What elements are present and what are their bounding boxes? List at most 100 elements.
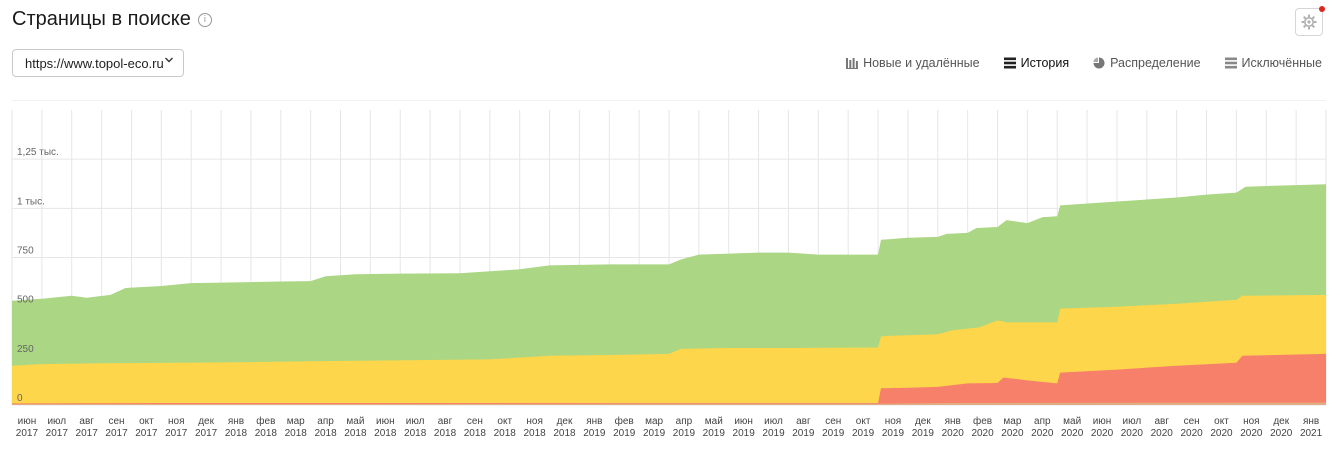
- x-tick-month-label: фев: [973, 415, 992, 427]
- x-tick-year-label: 2020: [1121, 428, 1144, 439]
- area-series-red: [12, 353, 1326, 405]
- x-tick-year-label: 2018: [344, 428, 367, 439]
- info-icon[interactable]: i: [197, 12, 212, 27]
- x-tick-year-label: 2017: [135, 428, 158, 439]
- page-title-text: Страницы в поиске: [12, 8, 191, 30]
- x-tick-month-label: мар: [1003, 416, 1021, 427]
- x-tick-year-label: 2018: [225, 428, 248, 439]
- y-tick-label: 0: [17, 393, 23, 404]
- tab-history-label: История: [1020, 56, 1070, 70]
- x-tick-year-label: 2017: [46, 428, 69, 439]
- x-tick-year-label: 2017: [165, 428, 188, 439]
- x-tick-year-label: 2018: [314, 428, 337, 439]
- x-tick-year-label: 2017: [76, 428, 99, 439]
- x-tick-month-label: авг: [1154, 416, 1169, 427]
- x-tick-month-label: дек: [1273, 416, 1289, 427]
- x-tick-year-label: 2019: [852, 428, 875, 439]
- x-tick-month-label: май: [1063, 416, 1081, 427]
- tab-excluded[interactable]: Исключённые: [1224, 56, 1322, 70]
- x-tick-month-label: авг: [796, 416, 811, 427]
- x-tick-year-label: 2017: [105, 428, 128, 439]
- x-tick-year-label: 2019: [733, 428, 756, 439]
- x-tick-year-label: 2018: [255, 428, 278, 439]
- x-tick-month-label: авг: [438, 416, 453, 427]
- x-tick-year-label: 2018: [553, 428, 576, 439]
- layers-icon: [1224, 57, 1237, 69]
- x-tick-year-label: 2020: [1180, 428, 1203, 439]
- x-tick-year-label: 2020: [1001, 428, 1024, 439]
- x-tick-year-label: 2018: [285, 428, 308, 439]
- x-tick-year-label: 2019: [643, 428, 666, 439]
- x-tick-month-label: сен: [825, 416, 841, 427]
- x-tick-year-label: 2021: [1300, 428, 1323, 439]
- x-tick-month-label: окт: [139, 416, 154, 427]
- x-tick-year-label: 2018: [464, 428, 487, 439]
- y-tick-label: 500: [17, 295, 34, 306]
- site-select[interactable]: https://www.topol-eco.ru: [12, 49, 184, 77]
- x-tick-year-label: 2020: [1210, 428, 1233, 439]
- x-tick-year-label: 2020: [1031, 428, 1054, 439]
- x-tick-month-label: апр: [676, 416, 693, 427]
- x-tick-month-label: окт: [856, 416, 871, 427]
- x-tick-year-label: 2019: [613, 428, 636, 439]
- tab-new-removed[interactable]: Новые и удалённые: [846, 56, 980, 70]
- x-tick-year-label: 2018: [404, 428, 427, 439]
- area-series-brown: [12, 402, 1326, 405]
- x-tick-month-label: июн: [734, 416, 753, 427]
- chevron-down-icon: [164, 54, 174, 68]
- y-tick-label: 250: [17, 344, 34, 355]
- gear-icon: [1301, 14, 1317, 30]
- x-tick-month-label: янв: [1303, 416, 1319, 427]
- x-tick-month-label: май: [705, 416, 723, 427]
- x-tick-year-label: 2019: [822, 428, 845, 439]
- settings-button[interactable]: [1295, 6, 1325, 36]
- tab-excluded-label: Исключённые: [1241, 56, 1322, 70]
- tab-distribution-label: Распределение: [1110, 56, 1201, 70]
- x-tick-year-label: 2019: [762, 428, 785, 439]
- x-tick-month-label: фев: [615, 415, 634, 427]
- x-tick-month-label: окт: [497, 416, 512, 427]
- tab-history[interactable]: История: [1003, 56, 1070, 70]
- x-tick-month-label: сен: [108, 416, 124, 427]
- x-tick-month-label: июн: [1093, 416, 1112, 427]
- x-tick-year-label: 2020: [971, 428, 994, 439]
- x-tick-month-label: июл: [47, 416, 66, 427]
- x-tick-year-label: 2020: [942, 428, 965, 439]
- x-tick-month-label: апр: [317, 416, 334, 427]
- x-tick-year-label: 2019: [882, 428, 905, 439]
- x-tick-year-label: 2019: [703, 428, 726, 439]
- page-title: Страницы в поиске i: [12, 8, 212, 31]
- x-tick-month-label: июл: [764, 416, 783, 427]
- tab-distribution[interactable]: Распределение: [1093, 56, 1201, 70]
- x-tick-year-label: 2020: [1151, 428, 1174, 439]
- x-tick-year-label: 2018: [434, 428, 457, 439]
- layers-icon: [1003, 57, 1016, 69]
- x-tick-month-label: фев: [256, 415, 275, 427]
- x-tick-month-label: янв: [228, 416, 244, 427]
- x-tick-year-label: 2018: [523, 428, 546, 439]
- x-tick-month-label: окт: [1214, 416, 1229, 427]
- view-tabs: Новые и удалённые История Распределение …: [822, 56, 1322, 70]
- x-tick-year-label: 2019: [792, 428, 815, 439]
- notification-dot: [1319, 6, 1325, 12]
- x-tick-year-label: 2017: [195, 428, 218, 439]
- x-tick-month-label: ноя: [885, 416, 902, 427]
- x-tick-month-label: июл: [1123, 416, 1142, 427]
- x-axis-labels: июн2017июл2017авг2017сен2017окт2017ноя20…: [16, 415, 1323, 439]
- x-tick-month-label: дек: [557, 416, 573, 427]
- x-tick-year-label: 2020: [1270, 428, 1293, 439]
- chart-areas: [12, 184, 1326, 405]
- pie-chart-icon: [1093, 57, 1105, 69]
- x-tick-year-label: 2018: [374, 428, 397, 439]
- site-select-value: https://www.topol-eco.ru: [25, 55, 164, 71]
- x-tick-month-label: мар: [287, 416, 305, 427]
- x-tick-month-label: сен: [1184, 416, 1200, 427]
- area-series-yellow: [12, 294, 1326, 405]
- y-axis-labels: 0 250 500 750 1 тыс. 1,25 тыс.: [17, 147, 59, 404]
- x-tick-month-label: янв: [586, 416, 602, 427]
- x-tick-year-label: 2020: [1091, 428, 1114, 439]
- x-tick-month-label: сен: [467, 416, 483, 427]
- x-tick-month-label: апр: [1034, 416, 1051, 427]
- x-tick-month-label: дек: [915, 416, 931, 427]
- x-tick-month-label: май: [346, 416, 364, 427]
